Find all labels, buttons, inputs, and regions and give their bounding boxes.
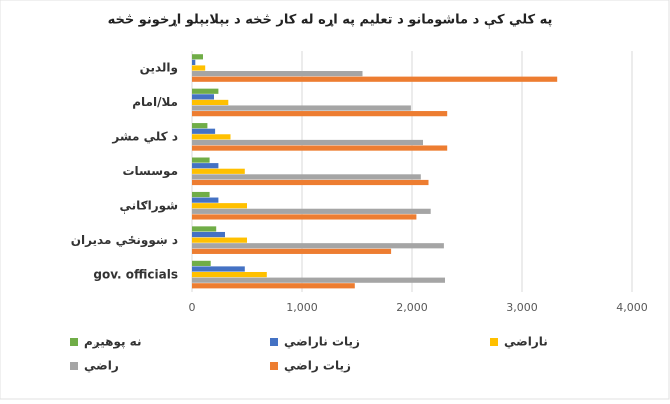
y-tick-label: والدین — [140, 61, 178, 76]
x-tick-label: 2,000 — [396, 301, 428, 314]
bar — [192, 277, 445, 283]
bar — [192, 145, 448, 151]
y-tick-label: شوراګانې — [120, 198, 178, 213]
legend-swatch — [70, 362, 78, 370]
bar — [192, 179, 429, 186]
legend-label: نه پوهیږم — [84, 335, 141, 350]
bar — [192, 168, 245, 174]
legend-swatch — [270, 362, 278, 370]
bar — [192, 237, 247, 243]
bar — [192, 157, 210, 163]
bar — [192, 260, 211, 266]
bar — [192, 163, 219, 169]
legend-label: زیات ناراضي — [284, 335, 360, 349]
bar — [192, 65, 206, 71]
bar — [192, 76, 558, 82]
bar — [192, 243, 444, 249]
x-tick-label: 4,000 — [616, 301, 648, 314]
y-tick-label: ملا/امام — [132, 95, 178, 110]
bar — [192, 88, 219, 94]
bar — [192, 208, 431, 214]
bar — [192, 266, 245, 272]
bar — [192, 123, 208, 129]
bar — [192, 197, 219, 203]
bar — [192, 174, 421, 180]
bar — [192, 283, 355, 289]
chart-title: په کلي کې د ماشومانو د تعلیم په اړه له ک… — [108, 13, 553, 29]
bar — [192, 214, 417, 220]
y-tick-label: د ښوونځي مدیران — [71, 233, 178, 248]
bar — [192, 248, 392, 254]
bar — [192, 139, 423, 146]
x-tick-label: 1,000 — [286, 301, 318, 314]
x-tick-label: 0 — [189, 301, 196, 314]
legend-label: ناراضي — [504, 335, 548, 349]
bar — [192, 111, 448, 117]
y-tick-label: gov. officials — [93, 267, 178, 281]
bar — [192, 271, 267, 278]
bar — [192, 99, 229, 106]
bar — [192, 191, 210, 198]
legend-swatch — [70, 338, 78, 346]
legend-swatch — [270, 338, 278, 346]
y-tick-label: موسسات — [122, 164, 178, 179]
bar — [192, 105, 411, 111]
bar — [192, 94, 214, 100]
bar — [192, 54, 203, 60]
bar — [192, 128, 216, 134]
x-tick-label: 3,000 — [506, 301, 538, 314]
legend-label: زیات راضي — [284, 359, 351, 373]
bar — [192, 59, 196, 66]
legend-swatch — [490, 338, 498, 346]
bar — [192, 226, 217, 232]
legend-label: راضي — [84, 359, 119, 373]
y-tick-label: د کلي مشر — [111, 130, 178, 144]
bar — [192, 134, 231, 140]
bar — [192, 231, 225, 238]
bar — [192, 71, 363, 77]
bar — [192, 203, 247, 209]
